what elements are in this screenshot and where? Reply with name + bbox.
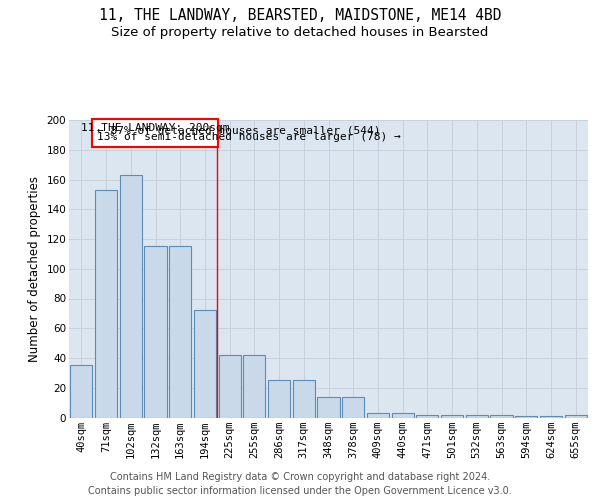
Bar: [218, 355, 241, 418]
Bar: [540, 416, 562, 418]
Bar: [490, 414, 512, 418]
Bar: [466, 414, 488, 418]
Text: Contains HM Land Registry data © Crown copyright and database right 2024.: Contains HM Land Registry data © Crown c…: [110, 472, 490, 482]
Text: 11, THE LANDWAY, BEARSTED, MAIDSTONE, ME14 4BD: 11, THE LANDWAY, BEARSTED, MAIDSTONE, ME…: [99, 8, 501, 22]
Bar: [293, 380, 315, 418]
Bar: [194, 310, 216, 418]
Bar: [169, 246, 191, 418]
Bar: [268, 380, 290, 418]
Text: 13% of semi-detached houses are larger (78) →: 13% of semi-detached houses are larger (…: [97, 132, 400, 142]
Bar: [243, 355, 265, 418]
Bar: [416, 414, 439, 418]
Bar: [342, 396, 364, 417]
Y-axis label: Number of detached properties: Number of detached properties: [28, 176, 41, 362]
Text: ← 87% of detached houses are smaller (544): ← 87% of detached houses are smaller (54…: [97, 126, 380, 136]
Bar: [95, 190, 117, 418]
Bar: [119, 175, 142, 418]
Bar: [515, 416, 538, 418]
Bar: [70, 366, 92, 418]
Bar: [441, 414, 463, 418]
Bar: [392, 413, 414, 418]
Bar: [317, 396, 340, 417]
Text: Contains public sector information licensed under the Open Government Licence v3: Contains public sector information licen…: [88, 486, 512, 496]
Bar: [367, 413, 389, 418]
Bar: [565, 414, 587, 418]
FancyBboxPatch shape: [92, 120, 218, 147]
Text: Size of property relative to detached houses in Bearsted: Size of property relative to detached ho…: [112, 26, 488, 39]
Text: 11 THE LANDWAY: 200sqm: 11 THE LANDWAY: 200sqm: [80, 123, 229, 133]
Bar: [145, 246, 167, 418]
